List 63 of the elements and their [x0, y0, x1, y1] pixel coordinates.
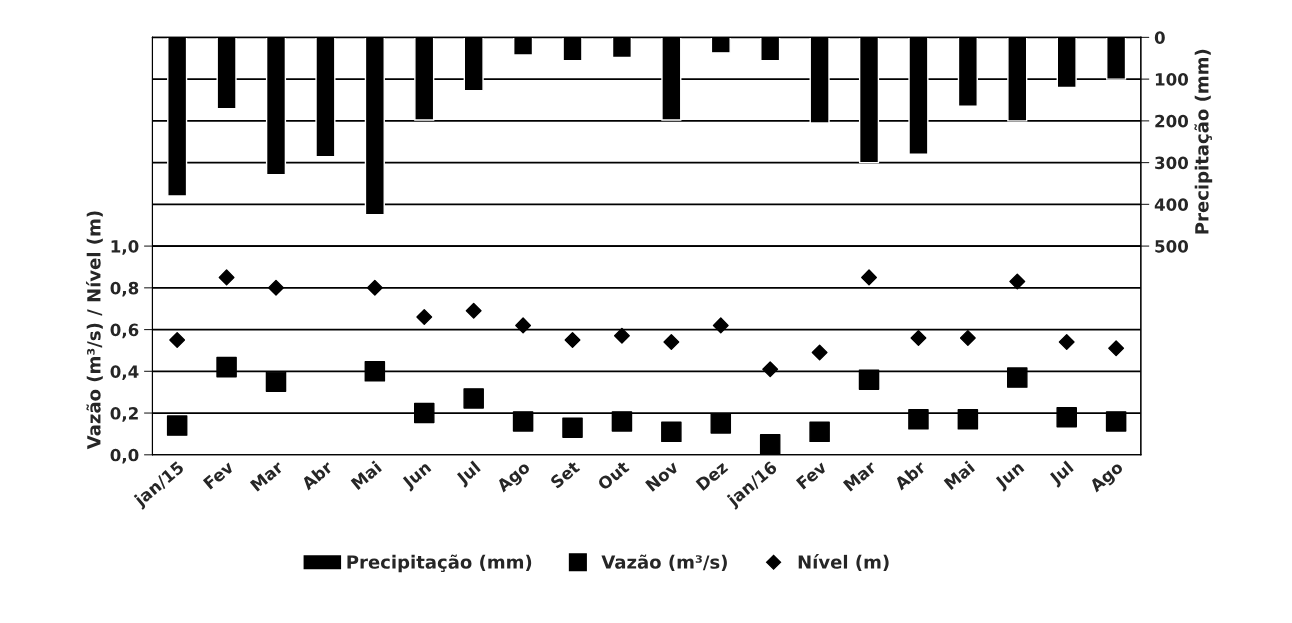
point: [564, 332, 581, 348]
point: [661, 421, 682, 443]
point: [809, 421, 830, 443]
point: [465, 302, 482, 319]
point: [268, 279, 284, 296]
y-tick-label: 0,4: [110, 365, 139, 381]
y-tick-label: 0,8: [110, 281, 139, 297]
y2-tick-label: 100: [1155, 73, 1189, 86]
y-tick-label: 1,0: [111, 240, 139, 255]
point: [562, 417, 583, 438]
y2-tick-label: 300: [1155, 156, 1189, 170]
x-tick-label: Out: [596, 460, 630, 491]
point: [515, 317, 532, 334]
point: [663, 334, 680, 351]
point: [1105, 411, 1127, 432]
point: [611, 411, 633, 432]
point: [957, 409, 979, 430]
point: [463, 388, 484, 409]
point: [1009, 273, 1026, 290]
point: [218, 269, 235, 286]
point: [1007, 367, 1028, 388]
point: [216, 356, 237, 378]
point: [959, 329, 976, 346]
point: [166, 415, 188, 436]
x-tick-label: Set: [549, 460, 581, 489]
point: [1056, 406, 1077, 428]
y-axis-title: Vazão (m³/s) / Nível (m): [85, 211, 103, 450]
y2-tick-label: 400: [1154, 198, 1189, 211]
x-tick-label: Fev: [202, 460, 235, 490]
point: [759, 434, 781, 455]
legend-label: Vazão (m³/s): [601, 554, 727, 571]
x-tick-label: Jun: [400, 460, 434, 492]
point: [413, 402, 435, 424]
x-tick-label: Dez: [695, 460, 729, 491]
point: [169, 332, 186, 348]
x-tick-label: Jul: [1047, 460, 1076, 488]
y-tick-label: 0,2: [110, 407, 138, 422]
point: [811, 344, 828, 361]
point: [858, 369, 880, 390]
point: [861, 269, 878, 286]
y-tick-label: 0,6: [110, 323, 139, 339]
x-tick-label: Jul: [454, 460, 483, 488]
point: [416, 309, 433, 326]
point: [265, 371, 287, 393]
point: [710, 413, 732, 434]
point: [910, 329, 927, 346]
legend-label: Nível (m): [798, 554, 889, 571]
point: [366, 279, 383, 296]
point: [1108, 340, 1125, 357]
point: [512, 411, 534, 432]
point: [364, 361, 386, 382]
point: [908, 409, 929, 430]
legend-label: Precipitação (mm): [347, 554, 532, 573]
point: [613, 327, 630, 344]
y2-tick-label: 500: [1155, 240, 1189, 253]
y2-tick-label: 200: [1155, 114, 1189, 128]
y2-tick-label: 0: [1154, 31, 1165, 44]
point: [762, 361, 779, 378]
x-tick-label: Jun: [993, 460, 1027, 492]
point: [1058, 334, 1075, 351]
x-tick-label: Fev: [795, 460, 828, 490]
point: [712, 317, 729, 334]
y2-axis-title: Precipitação (mm): [1194, 49, 1213, 234]
